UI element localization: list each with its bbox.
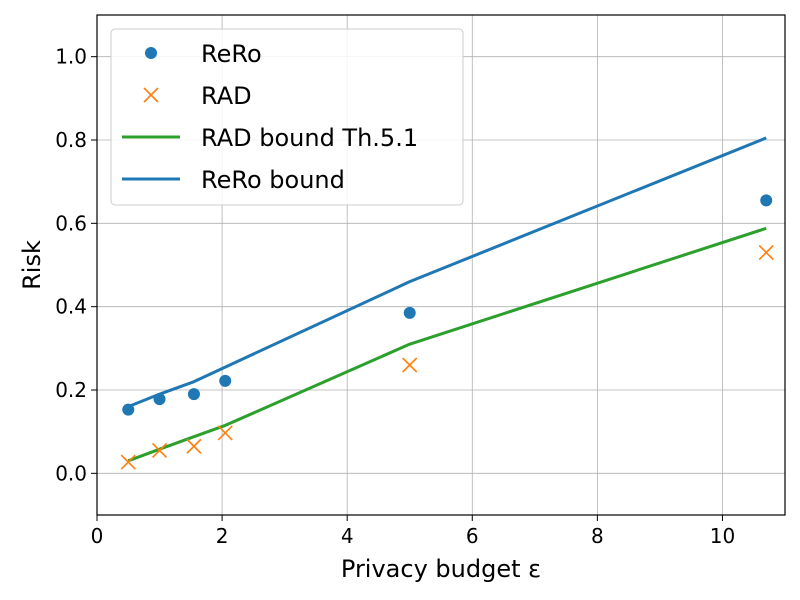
y-axis-label: Risk bbox=[18, 240, 46, 290]
x-tick-label: 0 bbox=[91, 524, 104, 548]
y-tick-label: 0.0 bbox=[55, 461, 87, 485]
point-rad bbox=[402, 357, 418, 373]
legend: ReRo RAD RAD bound Th.5.1 ReRo bound bbox=[110, 28, 464, 206]
legend-label-rero: ReRo bbox=[201, 40, 262, 68]
series-layer bbox=[120, 136, 774, 470]
series-line-rad-bound-th-5-1 bbox=[127, 226, 767, 463]
ticks: 0 2 4 6 8 10 0.0 0.2 0.4 0.6 0.8 1.0 bbox=[55, 45, 735, 548]
x-tick-label: 6 bbox=[466, 524, 479, 548]
point-rad bbox=[186, 438, 202, 454]
legend-label-rad-bound-th-5-1: RAD bound Th.5.1 bbox=[201, 124, 418, 152]
point-rero bbox=[403, 306, 416, 319]
x-tick-label: 2 bbox=[216, 524, 229, 548]
y-tick-label: 0.4 bbox=[55, 295, 87, 319]
x-axis-label: Privacy budget ε bbox=[341, 555, 541, 583]
y-tick-label: 1.0 bbox=[55, 45, 87, 69]
legend-handle-rero bbox=[145, 47, 157, 59]
point-rero bbox=[187, 388, 200, 401]
point-rad bbox=[151, 442, 168, 458]
x-tick-label: 10 bbox=[710, 524, 735, 548]
point-rero bbox=[219, 374, 232, 387]
point-rero bbox=[153, 393, 166, 406]
point-rero bbox=[760, 194, 773, 207]
legend-label-rero-bound: ReRo bound bbox=[201, 166, 345, 194]
y-tick-label: 0.6 bbox=[55, 211, 87, 235]
legend-box bbox=[110, 28, 464, 206]
point-rad bbox=[217, 425, 233, 441]
point-rad bbox=[120, 454, 136, 470]
legend-handle-rad bbox=[143, 87, 159, 103]
y-tick-label: 0.2 bbox=[55, 378, 87, 402]
x-tick-label: 8 bbox=[591, 524, 604, 548]
point-rero bbox=[122, 403, 135, 416]
y-tick-label: 0.8 bbox=[55, 128, 87, 152]
x-tick-label: 4 bbox=[341, 524, 354, 548]
point-rad bbox=[758, 244, 774, 261]
legend-label-rad: RAD bbox=[201, 82, 252, 110]
plot-frame bbox=[96, 14, 786, 516]
